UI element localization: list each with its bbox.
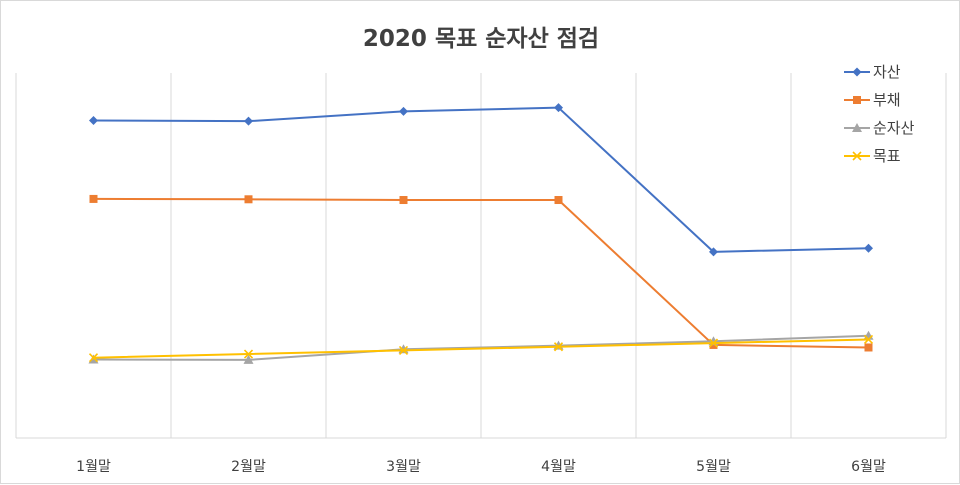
legend-label: 자산 [873, 63, 901, 81]
series-line [92, 338, 870, 359]
data-point [708, 338, 719, 348]
legend-label: 순자산 [873, 119, 915, 137]
data-point [399, 196, 408, 205]
series-line [92, 197, 870, 349]
data-point [554, 196, 563, 205]
x-tick-label: 3월말 [386, 459, 421, 475]
legend-label: 부채 [873, 91, 901, 109]
data-point [243, 354, 254, 364]
data-point [398, 345, 409, 355]
x-tick-label: 1월말 [76, 459, 111, 475]
data-point [709, 247, 718, 257]
data-point [553, 342, 564, 352]
data-point [244, 116, 253, 126]
x-tick-label: 5월말 [696, 459, 731, 475]
data-point [864, 243, 873, 253]
x-tick-label: 6월말 [851, 459, 886, 475]
series-목표 [88, 334, 874, 363]
data-point [554, 103, 563, 113]
data-point [244, 195, 253, 204]
data-point [864, 343, 873, 352]
gridlines [15, 73, 947, 438]
x-tick-label: 2월말 [231, 459, 266, 475]
legend-marker [852, 151, 862, 161]
data-point [88, 353, 99, 363]
series-line [92, 106, 870, 253]
legend-item: 자산 [844, 63, 901, 81]
legend-item: 목표 [844, 147, 901, 165]
data-point [89, 115, 98, 125]
legend-marker [853, 96, 861, 104]
series-자산 [89, 103, 873, 257]
legend-marker [852, 123, 862, 132]
series-layer [88, 103, 874, 364]
legend-item: 순자산 [844, 119, 915, 137]
legend-marker [852, 67, 862, 77]
x-axis: 1월말 2월말 3월말 4월말 5월말 6월말 [16, 437, 946, 475]
legend-label: 목표 [873, 147, 901, 165]
chart-title: 2020 목표 순자산 점검 [363, 26, 599, 52]
legend-item: 부채 [844, 91, 901, 109]
series-line [92, 334, 870, 361]
data-point [243, 349, 254, 359]
data-point [399, 106, 408, 116]
x-tick-label: 4월말 [541, 459, 576, 475]
data-point [89, 194, 98, 203]
data-point [863, 334, 874, 345]
